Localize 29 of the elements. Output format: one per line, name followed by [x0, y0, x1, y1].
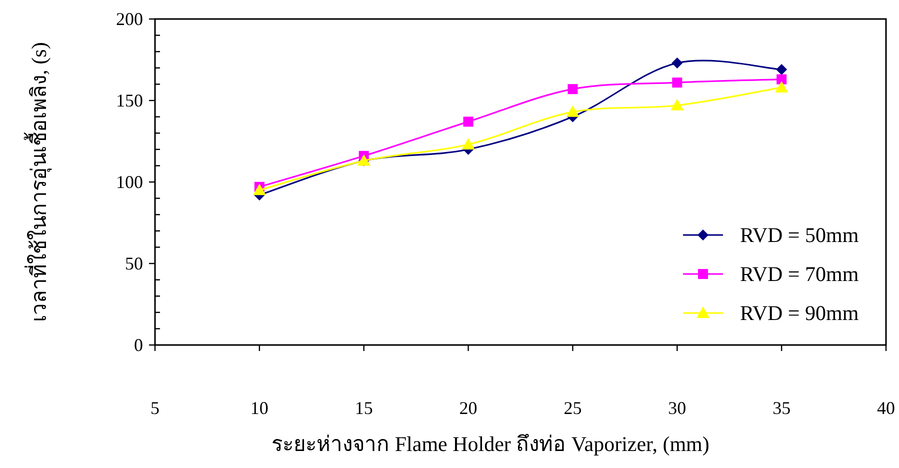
- x-tick-label: 15: [354, 398, 373, 418]
- y-tick-label: 100: [116, 172, 143, 192]
- x-tick-label: 30: [668, 398, 686, 418]
- x-tick-label: 20: [459, 398, 478, 418]
- point: [462, 138, 475, 150]
- y-tick-label: 200: [116, 9, 143, 29]
- x-tick-label: 25: [564, 398, 582, 418]
- point: [776, 74, 787, 84]
- x-axis-title: ระยะห่างจาก Flame Holder ถึงท่อ Vaporizer, (mm): [272, 432, 710, 456]
- point: [566, 105, 580, 117]
- legend-label: RVD = 70mm: [740, 262, 859, 286]
- x-tick-label: 10: [250, 398, 268, 418]
- point: [463, 116, 474, 127]
- point: [776, 64, 788, 76]
- x-tick-label: 40: [877, 398, 895, 418]
- point: [775, 80, 788, 92]
- x-tick-label: 5: [150, 398, 160, 418]
- y-tick-label: 0: [134, 335, 143, 355]
- y-axis-title: เวลาที่ใช้ในการอุ่นเชื้อเพลิง, (s): [24, 42, 52, 322]
- x-tick-label: 35: [772, 398, 791, 418]
- point: [252, 184, 266, 196]
- legend-label: RVD = 50mm: [740, 223, 859, 247]
- legend-label: RVD = 90mm: [740, 301, 859, 325]
- point: [672, 58, 683, 69]
- y-tick-label: 150: [116, 90, 143, 110]
- point: [670, 98, 684, 110]
- point: [568, 84, 578, 94]
- point: [672, 78, 682, 88]
- y-tick-label: 50: [125, 254, 143, 274]
